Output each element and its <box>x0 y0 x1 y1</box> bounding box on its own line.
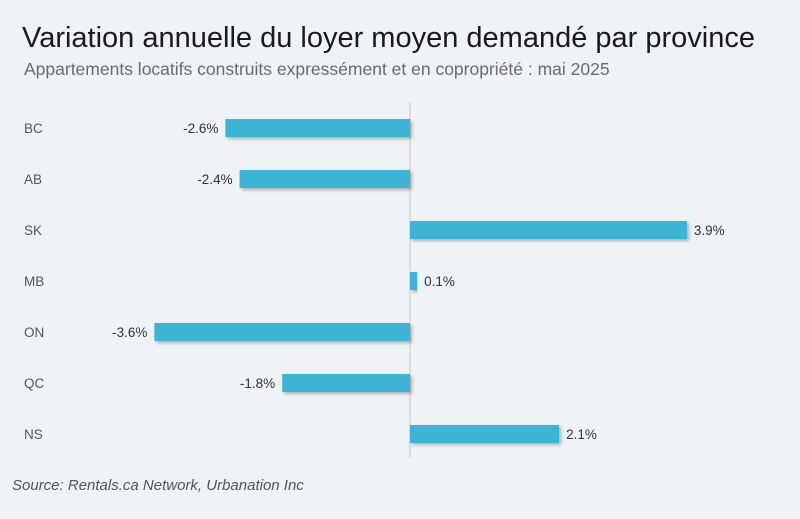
source-note: Source: Rentals.ca Network, Urbanation I… <box>12 477 304 494</box>
value-label-bc: -2.6% <box>183 121 218 136</box>
category-label-sk: SK <box>24 223 42 238</box>
category-label-mb: MB <box>24 274 44 289</box>
category-label-on: ON <box>24 325 44 340</box>
value-label-sk: 3.9% <box>694 223 725 238</box>
category-label-ab: AB <box>24 172 42 187</box>
value-label-ns: 2.1% <box>566 427 597 442</box>
value-label-qc: -1.8% <box>240 376 275 391</box>
value-label-ab: -2.4% <box>197 172 232 187</box>
bar-on <box>154 323 410 341</box>
value-label-on: -3.6% <box>112 325 147 340</box>
bar-qc <box>282 374 410 392</box>
value-label-mb: 0.1% <box>424 274 455 289</box>
bar-mb <box>410 272 418 290</box>
category-label-ns: NS <box>24 427 43 442</box>
bar-bc <box>225 119 410 137</box>
bar-sk <box>410 221 687 239</box>
bar-ab <box>239 170 410 188</box>
bar-ns <box>410 425 560 443</box>
chart-title: Variation annuelle du loyer moyen demand… <box>22 22 755 54</box>
chart-subtitle: Appartements locatifs construits express… <box>24 59 610 79</box>
category-label-qc: QC <box>24 376 45 391</box>
category-label-bc: BC <box>24 121 43 136</box>
